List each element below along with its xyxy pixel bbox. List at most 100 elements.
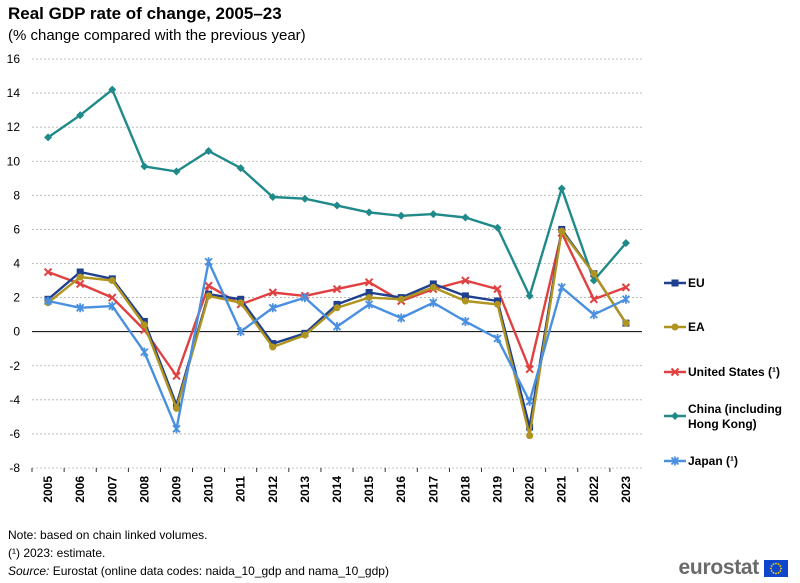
legend: EU EA United States (¹) China (including Hon… [664,276,782,468]
series-2 [43,228,631,381]
data-point [269,343,277,351]
gridlines [32,58,642,469]
data-point [43,267,53,277]
series-1 [44,227,630,440]
data-point [332,322,342,332]
data-point [76,273,84,281]
note-chain-linked: Note: based on chain linked volumes. [8,528,208,542]
data-point [493,284,502,294]
data-point [301,331,309,339]
data-point [589,295,599,304]
note-estimate: (¹) 2023: estimate. [8,546,106,560]
data-point [365,288,373,296]
y-tick-label: -2 [9,359,20,373]
data-point [172,371,181,381]
x-tick-label: 2017 [426,476,440,503]
data-point [364,299,374,309]
data-point [140,321,148,329]
flag-star [772,571,775,574]
data-point [397,211,406,220]
data-point [204,281,213,290]
data-point [525,397,534,407]
x-tick-label: 2008 [137,476,151,503]
data-point [670,456,680,466]
data-point [671,412,679,420]
data-point [332,284,342,294]
y-tick-label: 16 [7,52,21,66]
data-point [526,432,534,440]
legend-item: EA [664,320,705,334]
axes: -8 -6 -4 -2 0 2 4 6 8 10 12 14 16 2005 2006 2007 2008 200… [7,52,633,503]
data-point [108,277,116,285]
data-point [237,299,245,307]
flag-star [779,564,782,567]
source-note: Source: Eurostat (online data codes: nai… [8,564,389,578]
data-point [590,270,598,278]
legend-label: EU [688,276,705,290]
data-point [461,316,470,326]
data-point [461,213,470,222]
data-point [558,227,566,235]
eurostat-logo: eurostat [679,556,788,580]
data-point [76,303,85,313]
data-point [525,291,534,300]
x-tick-label: 2006 [73,476,87,503]
data-point [365,208,374,217]
series-3 [44,85,630,300]
flag-star [780,567,782,569]
data-point [670,367,680,377]
eu-flag-icon [764,559,788,577]
flag-star [770,564,773,567]
series-layer [43,85,631,440]
legend-label: China (including Hong Kong) [688,402,782,431]
data-point [300,293,310,303]
source-text: Eurostat (online data codes: naida_10_gd… [49,564,389,578]
data-point [557,184,566,193]
series-4 [43,257,631,434]
data-point [671,279,679,287]
data-point [365,294,373,302]
y-tick-label: 10 [7,154,21,168]
flag-star [777,562,780,565]
data-point [268,303,277,313]
data-point [621,294,631,304]
x-tick-label: 2023 [619,476,633,503]
y-tick-label: 2 [13,291,20,305]
x-tick-label: 2013 [298,476,312,503]
data-point [525,364,534,374]
flag-star [770,567,772,569]
y-tick-label: 4 [13,257,20,271]
flag-star [775,562,777,564]
x-tick-label: 2014 [330,476,344,503]
data-point [557,282,566,292]
y-tick-label: 12 [7,120,21,134]
x-tick-label: 2019 [491,476,505,503]
legend-label: United States (¹) [688,365,780,379]
flag-star [779,569,782,572]
data-point [43,296,53,306]
data-point [493,333,502,343]
data-point [429,210,438,219]
data-point [204,257,213,267]
x-tick-label: 2005 [41,476,55,503]
data-point [140,162,149,171]
y-tick-label: 6 [13,222,20,236]
x-tick-label: 2007 [105,476,119,503]
data-point [108,301,117,311]
y-tick-label: -6 [9,427,20,441]
legend-item: United States (¹) [664,365,780,379]
y-tick-label: 8 [13,188,20,202]
flag-star [770,569,773,572]
series-line [47,260,627,430]
data-point [397,295,405,303]
x-tick-label: 2021 [555,476,569,503]
data-point [75,279,85,289]
x-tick-label: 2016 [394,476,408,503]
flag-star [772,562,775,565]
chart-subtitle: (% change compared with the previous yea… [8,27,306,44]
eurostat-wordmark: eurostat [678,556,760,579]
legend-item: Japan (¹) [664,454,738,468]
data-point [172,424,181,434]
data-point [140,347,149,357]
data-point [333,201,341,210]
